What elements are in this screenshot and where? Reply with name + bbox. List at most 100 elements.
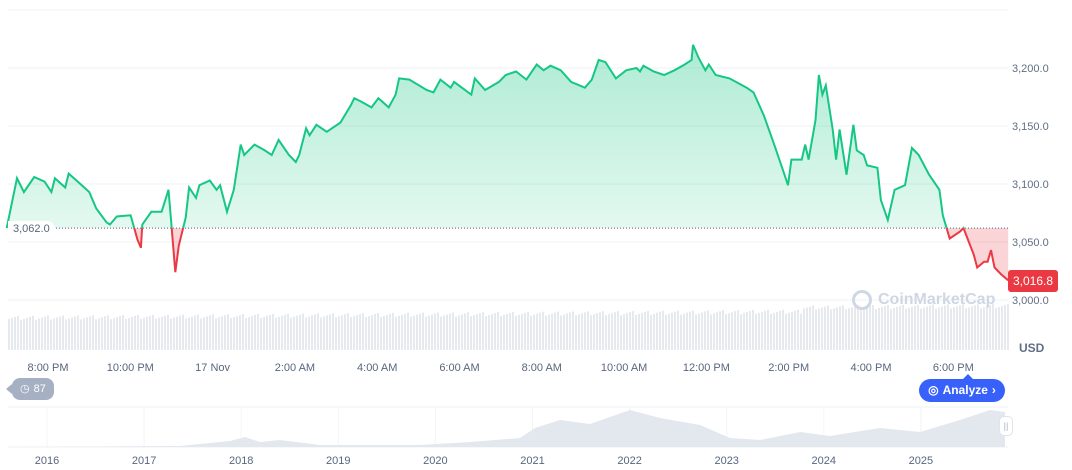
volume-bar [683, 313, 685, 350]
volume-bar [410, 316, 412, 350]
volume-bar [185, 318, 187, 350]
volume-bar [425, 316, 427, 350]
volume-bar [881, 307, 883, 350]
volume-bar [770, 313, 772, 350]
volume-bar [839, 306, 841, 350]
navigator-year-label: 2016 [35, 455, 59, 467]
volume-bar [905, 308, 907, 350]
volume-bar [299, 314, 301, 350]
volume-bar [134, 315, 136, 350]
volume-bar [533, 314, 535, 350]
volume-bar [815, 309, 817, 350]
volume-bar [206, 316, 208, 350]
volume-bar [812, 305, 814, 350]
volume-bar [791, 311, 793, 350]
volume-bar [890, 308, 892, 350]
volume-bar [749, 311, 751, 350]
current-price-tag: 3,016.8 [1008, 270, 1058, 292]
volume-bar [491, 314, 493, 350]
volume-bar [413, 315, 415, 350]
navigator-year-label: 2023 [714, 455, 738, 467]
currency-label: USD [1019, 341, 1045, 355]
x-tick-label: 4:00 PM [851, 362, 892, 374]
volume-bar [56, 317, 58, 350]
volume-bar [383, 315, 385, 350]
volume-bar [119, 316, 121, 350]
x-tick-label: 2:00 PM [768, 362, 809, 374]
volume-bar [128, 317, 130, 350]
volume-bar [650, 314, 652, 350]
volume-bar [866, 307, 868, 350]
volume-bar [386, 314, 388, 350]
volume-bar [641, 312, 643, 350]
volume-bar [32, 315, 34, 350]
volume-bar [755, 314, 757, 350]
volume-bar [644, 311, 646, 350]
analyze-button[interactable]: ◎ Analyze › [919, 374, 1005, 402]
navigator-handle[interactable]: || [999, 416, 1013, 436]
volume-bar [269, 314, 271, 350]
navigator-silhouette [8, 410, 1005, 447]
volume-bar [593, 314, 595, 350]
volume-bar [524, 312, 526, 350]
volume-bar [167, 314, 169, 350]
volume-bar [248, 317, 250, 350]
volume-bar [260, 317, 262, 350]
navigator: 2016 2017 2018 2019 2020 2021 2022 2023 2024 2025 [8, 406, 1008, 467]
volume-bar [668, 313, 670, 350]
volume-bar [788, 312, 790, 350]
volume-bar [173, 317, 175, 350]
volume-bar [176, 316, 178, 350]
volume-bar [716, 312, 718, 350]
volume-bar [503, 315, 505, 350]
volume-bar [368, 316, 370, 350]
volume-bar [302, 313, 304, 350]
volume-bar [941, 306, 943, 350]
volume-bar [974, 305, 976, 350]
volume-bar [239, 315, 241, 350]
volume-bar [743, 313, 745, 350]
volume-bar [158, 317, 160, 350]
volume-bar [359, 314, 361, 350]
volume-bar [653, 313, 655, 350]
volume-bar [581, 313, 583, 350]
volume-bar [155, 318, 157, 350]
volume-bar [341, 315, 343, 350]
navigator-year-label: 2021 [520, 455, 544, 467]
volume-bar [977, 304, 979, 350]
volume-bar [794, 310, 796, 350]
volume-bar [365, 317, 367, 350]
volume-bar [434, 313, 436, 350]
volume-bar [587, 311, 589, 350]
volume-bar [152, 314, 154, 350]
history-badge[interactable]: ◷ 87 [6, 378, 54, 400]
volume-bar [734, 311, 736, 350]
x-tick-label: 6:00 PM [933, 362, 974, 374]
volume-bar [878, 308, 880, 350]
volume-bar [530, 315, 532, 350]
volume-bar [335, 317, 337, 350]
volume-bar [428, 315, 430, 350]
volume-bar [440, 316, 442, 350]
volume-bar [674, 311, 676, 350]
volume-bar [518, 314, 520, 350]
volume-bar [635, 314, 637, 350]
volume-bar [146, 316, 148, 350]
volume-bar [563, 314, 565, 350]
volume-bar [989, 305, 991, 350]
volume-bar [245, 318, 247, 350]
volume-bar [944, 305, 946, 350]
volume-bar [137, 314, 139, 350]
volume-bar [389, 313, 391, 350]
volume-bar [947, 304, 949, 350]
navigator-year-label: 2025 [909, 455, 933, 467]
volume-bar [776, 311, 778, 350]
volume-bar [329, 314, 331, 350]
volume-bar [605, 315, 607, 350]
volume-bar [548, 314, 550, 350]
x-axis: 8:00 PM 10:00 PM 17 Nov 2:00 AM 4:00 AM 6:00 … [28, 362, 974, 374]
volume-bar [77, 315, 79, 350]
volume-bar [692, 310, 694, 350]
volume-bar [854, 306, 856, 350]
